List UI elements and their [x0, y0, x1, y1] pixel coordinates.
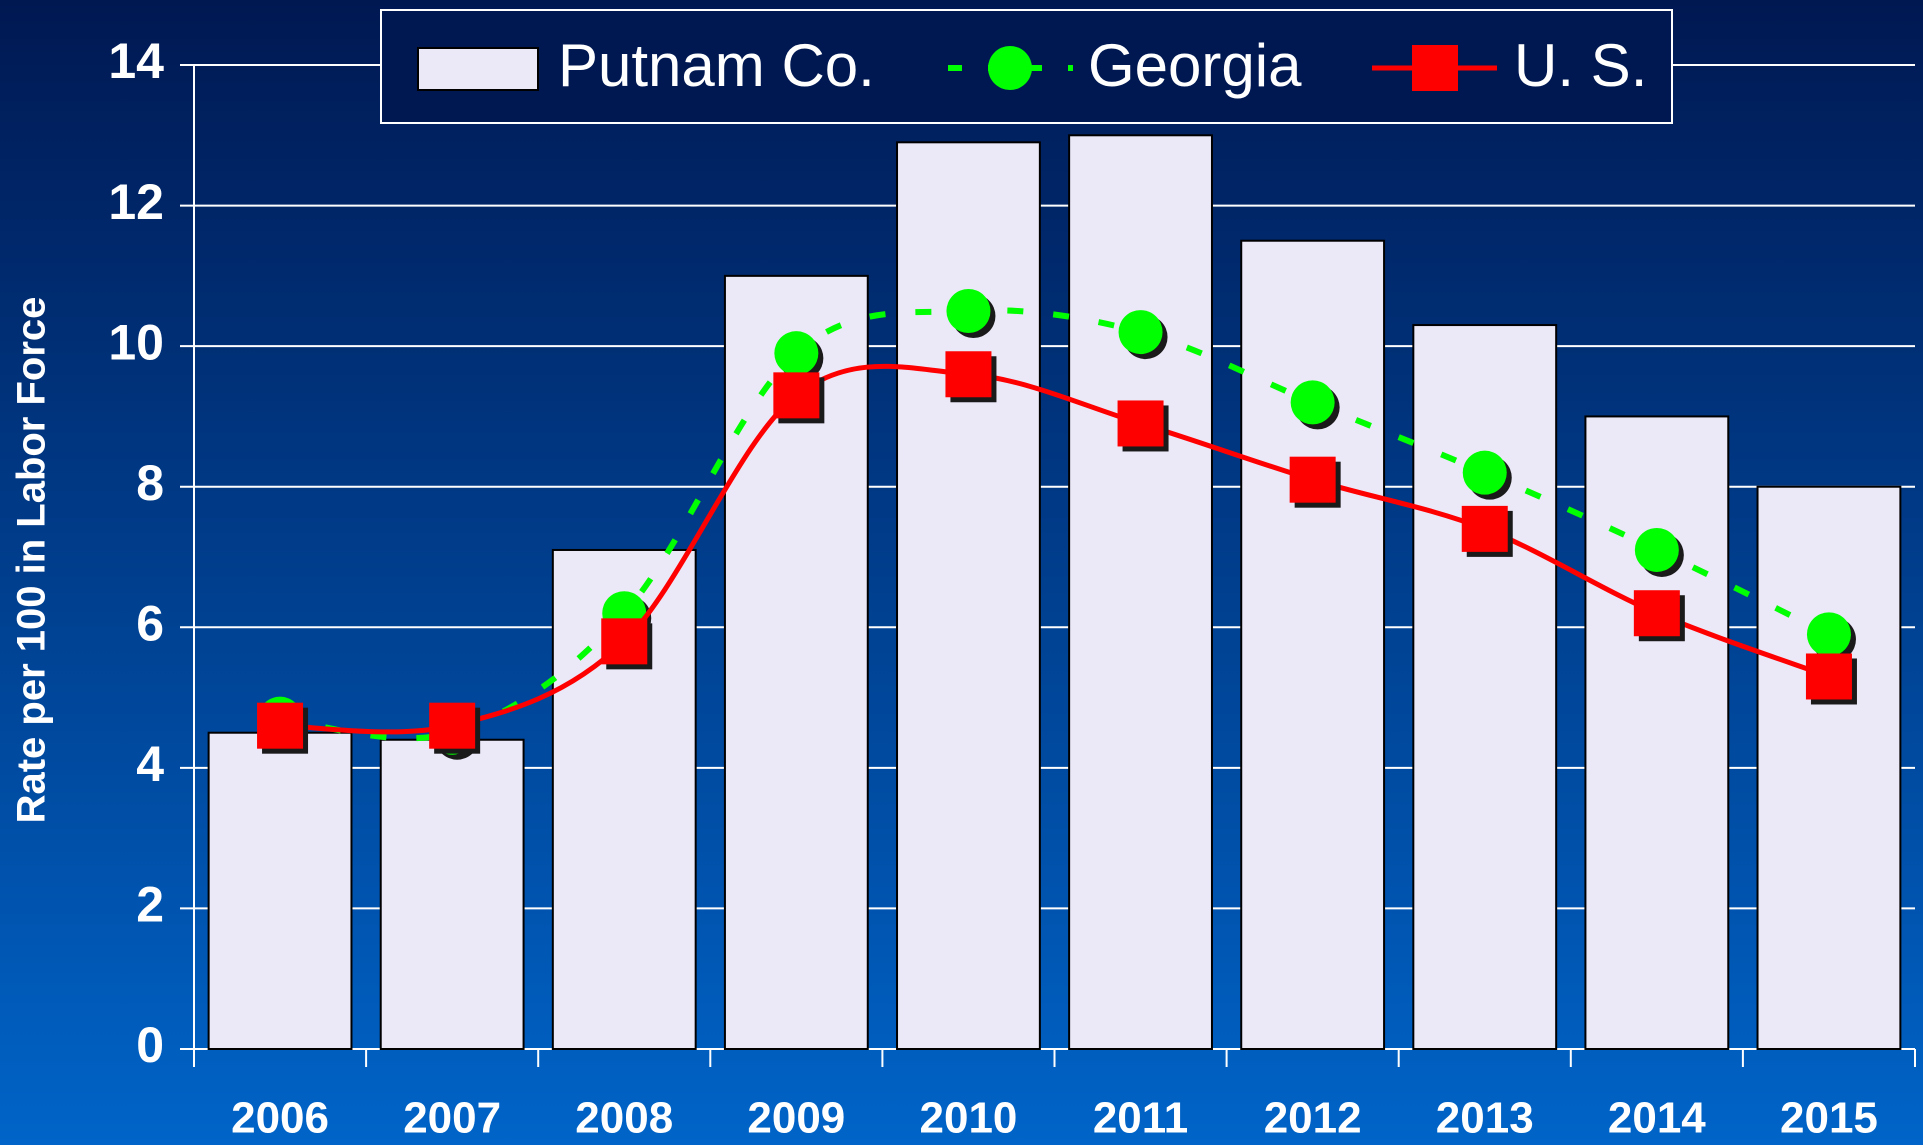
y-tick-label: 0 [136, 1017, 164, 1073]
marker [1634, 527, 1679, 572]
y-tick-label: 10 [108, 314, 164, 370]
marker [601, 618, 648, 665]
x-tick-label: 2007 [403, 1094, 501, 1143]
y-tick-label: 6 [136, 595, 164, 651]
marker [1118, 310, 1163, 355]
bar [1756, 485, 1902, 1050]
legend-marker [1412, 45, 1458, 91]
bar [379, 738, 525, 1050]
x-tick-label: 2008 [575, 1094, 673, 1143]
x-tick-label: 2015 [1780, 1094, 1878, 1143]
y-tick-label: 14 [108, 33, 164, 89]
marker [1461, 505, 1508, 552]
marker [257, 702, 304, 749]
legend-label: Putnam Co. [558, 32, 875, 99]
bar [1584, 415, 1730, 1050]
bar [1412, 324, 1558, 1050]
marker [945, 351, 992, 398]
bar [207, 731, 353, 1050]
legend-label: Georgia [1088, 32, 1302, 99]
marker [1806, 612, 1851, 657]
bar [896, 141, 1041, 1051]
x-tick-label: 2013 [1436, 1094, 1534, 1143]
x-tick-label: 2012 [1264, 1094, 1362, 1143]
marker [1289, 456, 1336, 503]
x-tick-label: 2011 [1093, 1094, 1188, 1143]
x-tick-label: 2009 [747, 1094, 845, 1143]
marker [429, 702, 476, 749]
y-tick-label: 12 [108, 174, 164, 230]
marker [773, 372, 820, 419]
legend-swatch [417, 47, 539, 91]
x-tick-label: 2014 [1608, 1094, 1706, 1143]
bar [1068, 134, 1213, 1051]
marker [1117, 400, 1164, 447]
y-tick-label: 8 [136, 455, 164, 511]
marker [1633, 590, 1680, 637]
y-tick-label: 4 [136, 736, 164, 792]
marker [1462, 450, 1507, 495]
marker [946, 289, 991, 333]
x-tick-label: 2006 [231, 1094, 329, 1143]
marker [1290, 380, 1335, 425]
marker [774, 331, 819, 376]
y-tick-label: 2 [136, 877, 164, 933]
series-line [280, 363, 1830, 735]
bar [1240, 239, 1386, 1050]
marker [1805, 653, 1852, 700]
x-tick-label: 2010 [920, 1094, 1018, 1143]
legend-label: U. S. [1514, 32, 1647, 99]
y-axis-label: Rate per 100 in Labor Force [10, 297, 54, 824]
legend-marker [988, 46, 1032, 90]
